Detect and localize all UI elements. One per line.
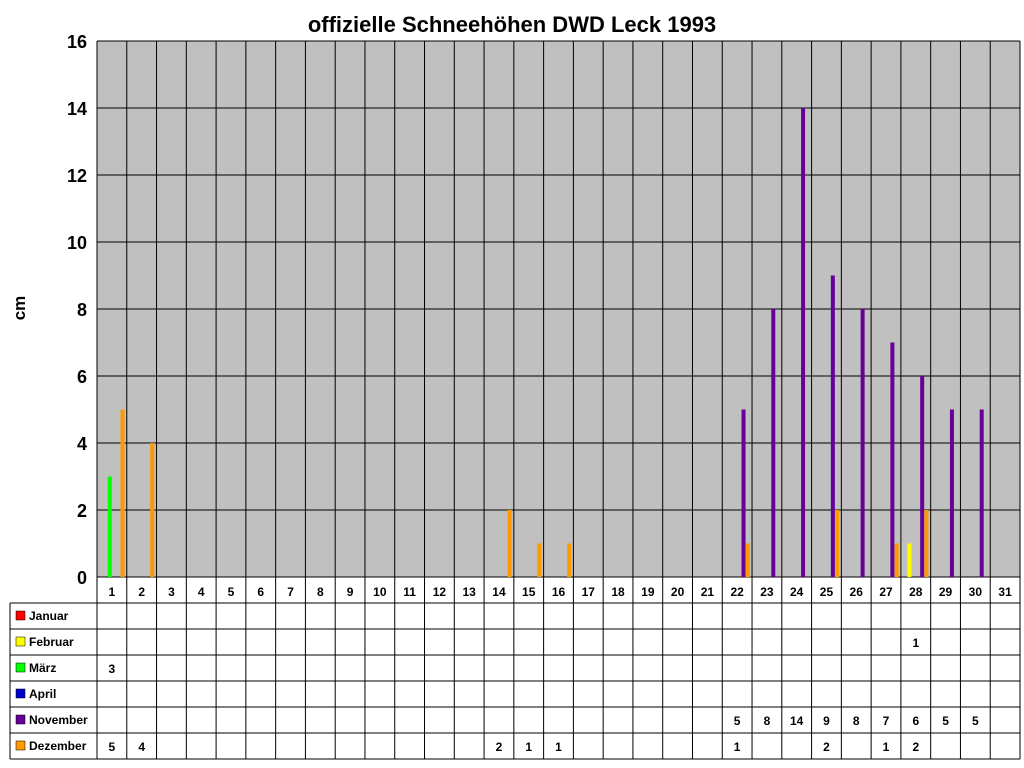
x-tick-label: 24 (790, 585, 804, 599)
y-tick-label: 0 (77, 568, 87, 588)
table-value: 1 (912, 636, 919, 650)
legend-label: April (29, 687, 56, 701)
bar (830, 275, 835, 577)
table-value: 5 (942, 714, 949, 728)
bar (107, 476, 112, 577)
legend-label: März (29, 661, 56, 675)
bar (890, 342, 895, 577)
bar (745, 543, 750, 577)
x-tick-label: 23 (760, 585, 774, 599)
y-tick-label: 14 (67, 99, 87, 119)
x-tick-label: 18 (611, 585, 625, 599)
x-tick-label: 27 (879, 585, 893, 599)
x-tick-label: 17 (582, 585, 596, 599)
table-value: 9 (823, 714, 830, 728)
bar (507, 510, 512, 577)
bar (924, 510, 929, 577)
table-value: 1 (734, 740, 741, 754)
bar (907, 543, 912, 577)
x-tick-label: 13 (462, 585, 476, 599)
x-tick-label: 6 (257, 585, 264, 599)
table-value: 3 (109, 662, 116, 676)
table-value: 14 (790, 714, 804, 728)
x-tick-label: 22 (730, 585, 744, 599)
x-tick-label: 19 (641, 585, 655, 599)
table-value: 1 (525, 740, 532, 754)
x-tick-label: 12 (433, 585, 447, 599)
table-value: 2 (496, 740, 503, 754)
y-tick-label: 16 (67, 32, 87, 52)
x-tick-label: 16 (552, 585, 566, 599)
table-value: 1 (555, 740, 562, 754)
x-tick-label: 15 (522, 585, 536, 599)
legend-key (15, 740, 26, 751)
legend-key (15, 688, 26, 699)
y-tick-label: 8 (77, 300, 87, 320)
x-tick-label: 1 (109, 585, 116, 599)
x-tick-label: 29 (939, 585, 953, 599)
bar (949, 409, 954, 577)
bar (537, 543, 542, 577)
legend-label: Februar (29, 635, 74, 649)
x-tick-label: 11 (403, 585, 416, 599)
x-tick-label: 21 (701, 585, 715, 599)
x-tick-label: 30 (969, 585, 983, 599)
y-tick-label: 10 (67, 233, 87, 253)
bars (107, 108, 984, 577)
bar (567, 543, 572, 577)
x-tick-label: 4 (198, 585, 205, 599)
table-value: 8 (764, 714, 771, 728)
x-tick-label: 7 (287, 585, 294, 599)
table-value: 6 (912, 714, 919, 728)
x-tick-label: 31 (998, 585, 1012, 599)
x-tick-label: 10 (373, 585, 387, 599)
bar (894, 543, 899, 577)
legend-key (15, 714, 26, 725)
y-tick-label: 12 (67, 166, 87, 186)
y-tick-label: 6 (77, 367, 87, 387)
table-value: 7 (883, 714, 890, 728)
x-tick-label: 3 (168, 585, 175, 599)
table-value: 2 (823, 740, 830, 754)
bar (771, 309, 776, 577)
table-value: 1 (883, 740, 890, 754)
legend-key (15, 636, 26, 647)
legend-key (15, 662, 26, 673)
bar (120, 409, 125, 577)
legend-label: Dezember (29, 739, 87, 753)
chart-title: offizielle Schneehöhen DWD Leck 1993 (307, 12, 717, 37)
legend-label: Januar (29, 609, 69, 623)
y-tick-label: 4 (77, 434, 87, 454)
x-tick-label: 8 (317, 585, 324, 599)
y-ticks: 0 2 4 6 8 10 12 14 16 (67, 32, 87, 588)
x-tick-label: 9 (347, 585, 354, 599)
table-value: 5 (109, 740, 116, 754)
table-value: 8 (853, 714, 860, 728)
x-tick-label: 5 (228, 585, 235, 599)
x-tick-label: 2 (138, 585, 145, 599)
x-tick-label: 25 (820, 585, 834, 599)
legend-key (15, 610, 26, 621)
x-tick-label: 28 (909, 585, 923, 599)
table-value: 4 (138, 740, 145, 754)
legend-label: November (29, 713, 88, 727)
data-table: 1 2 3 4 5 6 7 8 9 10 11 12 13 14 15 16 17 18 19 20 21 22 23 24 2… (9, 577, 1021, 760)
bar (860, 309, 865, 577)
bar (741, 409, 746, 577)
table-value: 5 (972, 714, 979, 728)
y-tick-label: 2 (77, 501, 87, 521)
bar (979, 409, 984, 577)
bar (150, 443, 155, 577)
x-tick-label: 14 (492, 585, 506, 599)
gridlines (96, 40, 1021, 578)
table-value: 5 (734, 714, 741, 728)
bar (920, 376, 925, 577)
bar (835, 510, 840, 577)
table-value: 2 (912, 740, 919, 754)
bar (801, 108, 806, 577)
x-tick-label: 26 (850, 585, 864, 599)
x-tick-label: 20 (671, 585, 685, 599)
